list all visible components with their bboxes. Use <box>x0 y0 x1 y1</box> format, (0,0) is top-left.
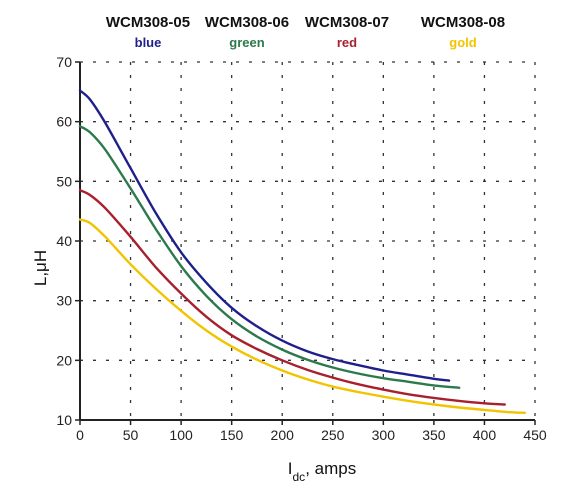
x-tick-label-0: 0 <box>76 427 84 443</box>
legend-color-red: red <box>337 35 357 50</box>
y-axis-label: L,μH <box>31 250 50 286</box>
legend-name-wcm308-08: WCM308-08 <box>421 14 505 31</box>
y-tick-label-30: 30 <box>56 293 72 309</box>
x-tick-label-50: 50 <box>123 427 139 443</box>
x-tick-label-400: 400 <box>473 427 497 443</box>
tick-labels: 0 50 100 150 200 250 300 350 400 450 10 20 30 40 50 60 7… <box>56 54 546 443</box>
x-tick-label-150: 150 <box>220 427 244 443</box>
x-tick-label-250: 250 <box>321 427 345 443</box>
legend-name-wcm308-06: WCM308-06 <box>205 14 289 31</box>
x-axis-label-subscript: dc <box>293 470 306 484</box>
series-line-wcm308-05 <box>78 89 451 382</box>
x-tick-label-350: 350 <box>422 427 446 443</box>
x-tick-label-450: 450 <box>523 427 547 443</box>
series-line-wcm308-07 <box>78 189 506 406</box>
y-tick-label-40: 40 <box>56 233 72 249</box>
x-axis-label: Idc, amps <box>288 459 356 484</box>
series-line-wcm308-08 <box>78 218 527 414</box>
y-tick-label-20: 20 <box>56 352 72 368</box>
legend-color-green: green <box>229 35 264 50</box>
legend-color-blue: blue <box>135 35 162 50</box>
y-tick-label-10: 10 <box>56 412 72 428</box>
y-tick-label-50: 50 <box>56 173 72 189</box>
legend: WCM308-05 blue WCM308-06 green WCM308-07 red W… <box>106 14 505 50</box>
axes <box>75 61 536 425</box>
x-axis-label-main: I <box>288 459 293 478</box>
grid-lines <box>80 61 536 420</box>
x-tick-label-100: 100 <box>169 427 193 443</box>
legend-name-wcm308-05: WCM308-05 <box>106 14 190 31</box>
y-tick-label-60: 60 <box>56 114 72 130</box>
x-tick-label-200: 200 <box>271 427 295 443</box>
legend-color-gold: gold <box>449 35 476 50</box>
legend-name-wcm308-07: WCM308-07 <box>305 14 389 31</box>
series-lines <box>78 89 527 414</box>
x-tick-label-300: 300 <box>372 427 396 443</box>
x-axis-label-suffix: , amps <box>305 459 356 478</box>
y-tick-label-70: 70 <box>56 54 72 70</box>
series-line-wcm308-06 <box>78 125 461 389</box>
